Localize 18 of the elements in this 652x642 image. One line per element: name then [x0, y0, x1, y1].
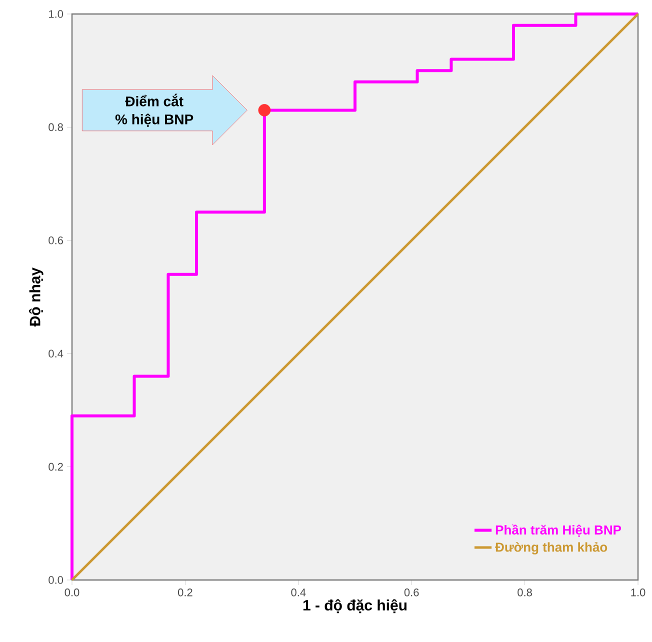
x-tick-label: 0.4 — [291, 588, 306, 596]
y-tick-label: 1.0 — [49, 10, 64, 18]
annotation: Điểm cắt — [125, 94, 184, 106]
x-tick-label: 0.8 — [518, 588, 532, 596]
y-tick-label: 0.4 — [48, 350, 64, 358]
y-tick-label: 0.8 — [48, 123, 63, 132]
x-tick-label: 0.2 — [178, 588, 192, 596]
x-axis-title: 1 - độ đặc hiệu — [303, 599, 407, 614]
legend-label: Phần trăm Hiệu BNP — [496, 524, 622, 537]
y-tick-label: 0.2 — [48, 462, 63, 471]
annotation: % hiệu BNP — [115, 114, 194, 127]
y-axis-title: Độ nhạy — [29, 267, 44, 327]
y-tick-label: 0.0 — [48, 576, 64, 584]
x-tick-label: 0.0 — [64, 588, 80, 596]
legend-label: Đường tham khảo — [495, 542, 608, 554]
y-tick-label: 0.6 — [48, 236, 63, 244]
x-tick-label: 0.6 — [404, 588, 419, 596]
x-tick-label: 1.0 — [631, 588, 646, 596]
